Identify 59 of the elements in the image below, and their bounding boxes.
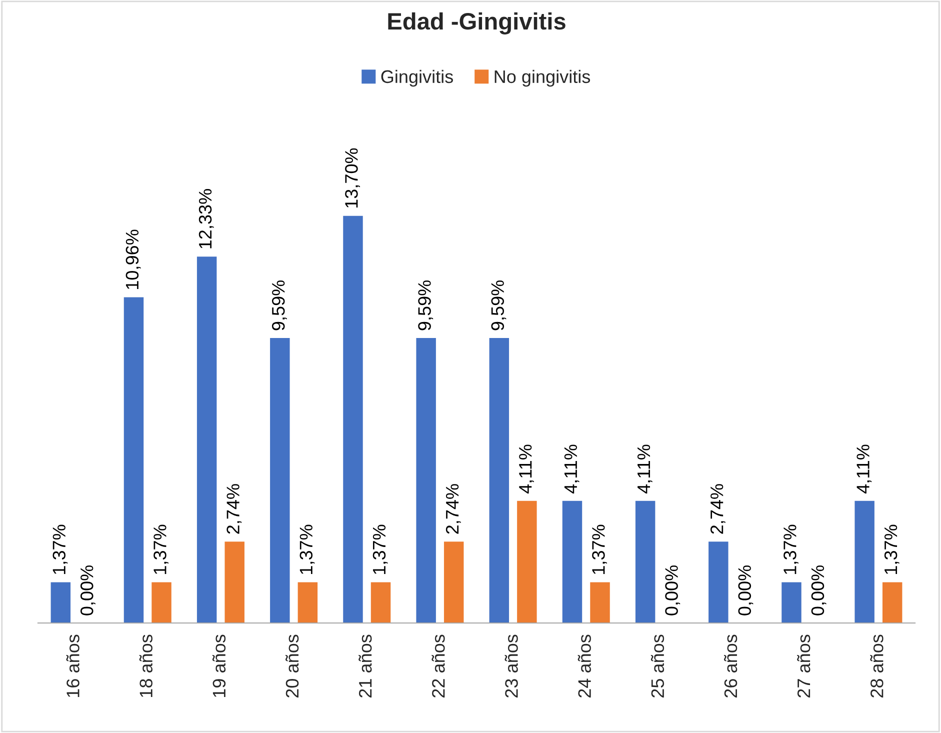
bar	[416, 338, 436, 623]
x-tick-label: 23 años	[504, 634, 518, 698]
data-label: 12,33%	[198, 189, 214, 248]
bar	[517, 500, 537, 623]
bar	[635, 500, 656, 623]
bar	[782, 582, 802, 623]
bar	[343, 216, 363, 623]
data-label: 1,37%	[884, 524, 900, 574]
data-label: 1,37%	[372, 524, 388, 574]
data-label: 4,11%	[856, 444, 872, 494]
data-label: 4,11%	[564, 444, 580, 494]
bar	[882, 582, 902, 623]
data-label: 1,37%	[300, 524, 315, 574]
x-tick-label: 18 años	[139, 634, 152, 697]
bar	[708, 542, 728, 623]
x-tick-label: 22 años	[432, 634, 445, 698]
bar	[854, 500, 874, 623]
bar	[50, 582, 71, 623]
bar	[196, 256, 217, 623]
bar	[562, 500, 582, 623]
bar	[444, 542, 464, 623]
data-label: 13,70%	[345, 148, 360, 208]
data-label: 0,00%	[738, 566, 754, 616]
bar	[152, 582, 172, 623]
data-label: 4,11%	[519, 444, 534, 494]
x-tick-label: 24 años	[578, 634, 591, 698]
bar	[224, 542, 244, 623]
bar	[298, 582, 318, 623]
x-tick-label: 21 años	[358, 634, 372, 698]
data-label: 2,74%	[446, 484, 461, 534]
x-tick-label: 27 años	[797, 634, 810, 698]
data-label: 9,59%	[491, 280, 506, 330]
x-tick-label: 16 años	[66, 634, 80, 697]
x-tick-label: 28 años	[870, 634, 884, 698]
data-label: 9,59%	[418, 280, 434, 330]
data-label: 0,00%	[80, 566, 96, 616]
data-label: 1,37%	[52, 524, 68, 574]
data-label: 0,00%	[811, 566, 826, 616]
x-tick-label: 26 años	[724, 634, 738, 698]
data-label: 4,11%	[637, 444, 652, 494]
legend-label: No gingivitis	[494, 70, 590, 87]
bar	[270, 338, 290, 623]
data-label: 2,74%	[226, 484, 242, 534]
data-label: 0,00%	[665, 566, 680, 616]
x-tick-label: 19 años	[212, 634, 226, 697]
data-label: 1,37%	[592, 524, 607, 574]
data-label: 1,37%	[784, 524, 798, 574]
chart-title: Edad -Gingivitis	[388, 12, 566, 34]
bar	[590, 582, 610, 623]
data-label: 1,37%	[154, 524, 168, 574]
x-tick-label: 20 años	[286, 634, 299, 698]
bar	[489, 338, 510, 623]
legend-label: Gingivitis	[381, 70, 453, 87]
bar	[370, 582, 391, 623]
data-label: 10,96%	[126, 230, 141, 289]
data-label: 2,74%	[710, 484, 726, 534]
data-label: 9,59%	[272, 280, 287, 330]
bar	[124, 297, 144, 623]
x-tick-label: 25 años	[650, 634, 664, 698]
